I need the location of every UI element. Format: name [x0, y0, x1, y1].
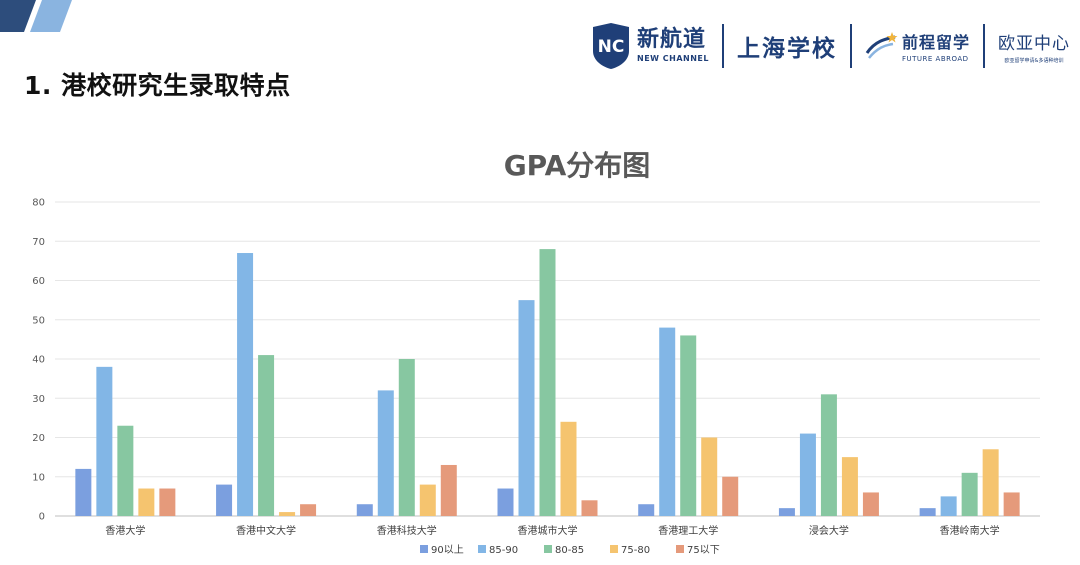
legend-label: 80-85: [555, 545, 584, 556]
legend: 90以上 85-90 80-85 75-80 75以下: [420, 544, 720, 556]
y-tick-label: 70: [32, 237, 45, 248]
legend-swatch: [478, 545, 486, 553]
bar: [638, 504, 655, 516]
bar: [497, 488, 514, 516]
bar: [581, 500, 598, 516]
bar: [138, 488, 155, 516]
bar: [258, 355, 275, 516]
y-tick-label: 0: [39, 512, 45, 523]
x-tick-label: 香港理工大学: [658, 524, 718, 537]
y-tick-label: 80: [32, 198, 45, 209]
europe-asia-center-name: 欧亚中心: [998, 33, 1070, 54]
bar: [919, 508, 936, 516]
legend-label: 85-90: [489, 545, 518, 556]
bar: [75, 468, 92, 516]
bar: [841, 457, 858, 516]
europe-asia-center-subtitle: 欧亚留学申请&多语种培训: [1004, 57, 1064, 64]
x-tick-label: 香港岭南大学: [940, 524, 1000, 537]
y-tick-label: 60: [32, 276, 45, 287]
europe-asia-center-logo: 欧亚中心 欧亚留学申请&多语种培训: [998, 29, 1070, 64]
chart-title: GPA分布图: [504, 149, 651, 182]
y-tick-label: 50: [32, 315, 45, 326]
header-logos: NC 新航道 NEW CHANNEL 上海学校 前程留学 FUTURE ABRO…: [591, 20, 1070, 72]
header-divider: [983, 24, 985, 68]
bar: [659, 327, 676, 516]
y-tick-label: 30: [32, 394, 45, 405]
bar: [778, 508, 795, 516]
bar: [237, 253, 254, 516]
bar: [820, 394, 837, 516]
legend-swatch: [544, 545, 552, 553]
header-divider: [849, 24, 852, 68]
bar: [560, 421, 577, 516]
x-tick-label: 香港大学: [105, 524, 145, 537]
legend-label: 75-80: [621, 545, 650, 556]
y-axis-ticks: 0 10 20 30 40 50 60 70 80: [32, 198, 45, 523]
bar: [117, 425, 134, 516]
logo-mark-text: NC: [598, 37, 625, 57]
x-tick-label: 浸会大学: [809, 524, 849, 537]
x-tick-label: 香港科技大学: [377, 524, 437, 537]
page-title: 1. 港校研究生录取特点: [24, 71, 291, 100]
bar: [419, 484, 436, 516]
shield-icon: NC: [593, 23, 629, 69]
bar: [356, 504, 373, 516]
bar: [680, 335, 697, 516]
swoosh-star-icon: [865, 32, 898, 59]
new-channel-logo: NC 新航道 NEW CHANNEL: [591, 23, 709, 69]
bar: [940, 496, 957, 516]
y-tick-label: 10: [32, 472, 45, 483]
brand-name-en: NEW CHANNEL: [637, 54, 709, 63]
future-abroad-en: FUTURE ABROAD: [901, 55, 969, 63]
bar: [701, 437, 718, 516]
bar: [159, 488, 176, 516]
legend-swatch: [420, 545, 428, 553]
bar: [216, 484, 233, 516]
x-tick-label: 香港中文大学: [236, 524, 296, 537]
future-abroad-logo: 前程留学 FUTURE ABROAD: [865, 29, 970, 63]
bars: [75, 249, 1020, 516]
bar: [300, 504, 317, 516]
x-axis-ticks: 香港大学 香港中文大学 香港科技大学 香港城市大学 香港理工大学 浸会大学 香港岭南大学: [105, 524, 999, 537]
legend-swatch: [676, 545, 684, 553]
bar: [96, 366, 113, 516]
bar: [440, 464, 457, 516]
bar: [279, 512, 296, 516]
bar: [398, 359, 415, 516]
bar: [377, 390, 394, 516]
school-name: 上海学校: [736, 36, 837, 62]
gpa-bar-chart: GPA分布图 0 10 20 30 40 50 60 70 80 香港大学 香港中文大学 香港科技大…: [32, 149, 1040, 556]
future-abroad-cn: 前程留学: [901, 33, 970, 52]
bar: [799, 433, 816, 516]
brand-name-cn: 新航道: [637, 27, 707, 52]
y-tick-label: 40: [32, 355, 45, 366]
bar: [1003, 492, 1020, 516]
bar: [539, 249, 556, 516]
bar: [518, 300, 535, 516]
bar: [862, 492, 879, 516]
legend-label: 90以上: [431, 544, 464, 556]
x-tick-label: 香港城市大学: [518, 524, 578, 537]
bar: [961, 472, 978, 516]
legend-swatch: [610, 545, 618, 553]
header-divider: [721, 24, 724, 68]
corner-decoration: [0, 0, 72, 32]
y-tick-label: 20: [32, 433, 45, 444]
bar: [722, 476, 739, 516]
legend-label: 75以下: [687, 545, 720, 556]
bar: [982, 449, 999, 516]
